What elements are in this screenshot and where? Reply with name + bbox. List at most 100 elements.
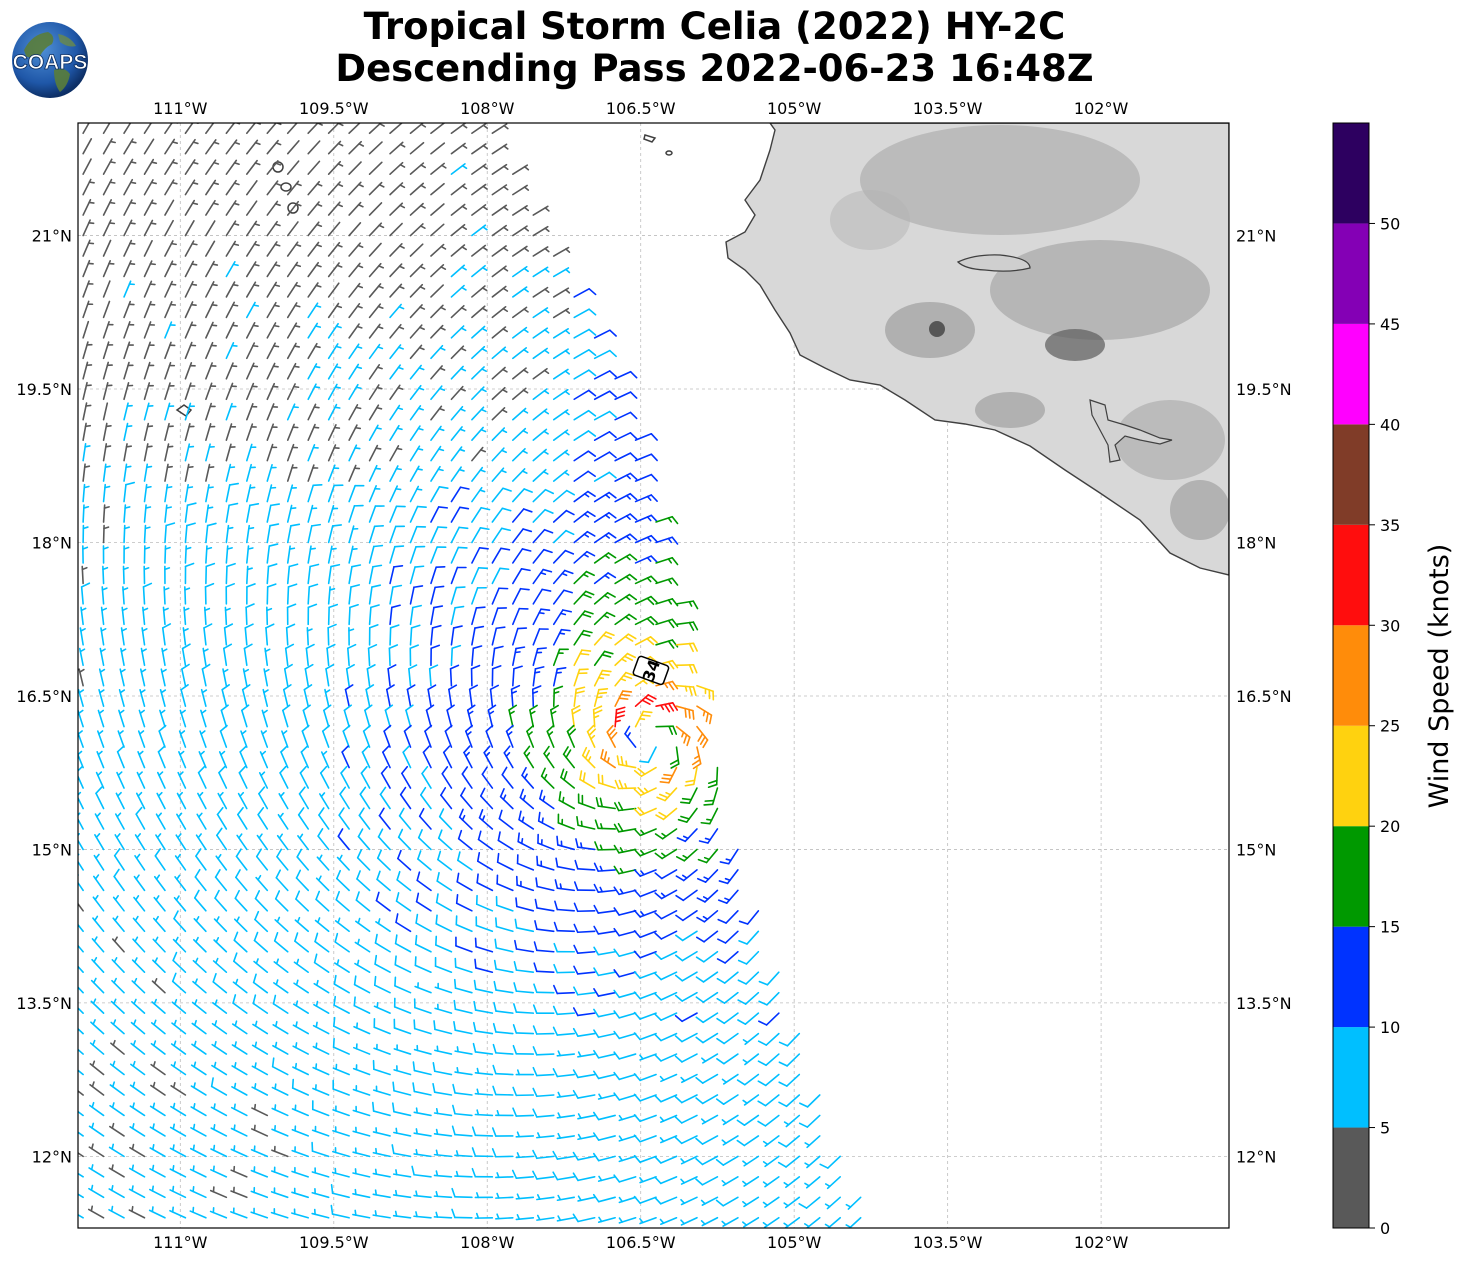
wind-barb <box>762 1216 780 1228</box>
wind-barb <box>245 603 255 626</box>
wind-barb <box>573 328 597 339</box>
wind-barb <box>491 1127 514 1137</box>
wind-barb <box>225 502 239 523</box>
wind-barb <box>389 384 404 401</box>
wind-barb <box>391 1102 412 1117</box>
wind-barb <box>701 1053 719 1064</box>
wind-barb <box>798 1196 821 1209</box>
wind-barb <box>197 765 207 789</box>
wind-barb <box>81 565 88 585</box>
wind-barb <box>143 179 157 196</box>
wind-barb <box>471 586 487 605</box>
wind-barb <box>92 915 105 933</box>
wind-barb <box>430 182 445 196</box>
wind-barb <box>90 998 105 1014</box>
wind-barb <box>546 724 555 748</box>
wind-barb <box>721 1135 739 1146</box>
wind-barb <box>742 1216 760 1228</box>
wind-barb <box>691 746 702 770</box>
wind-barb <box>654 930 678 940</box>
wind-barb <box>225 123 241 135</box>
wind-barb <box>433 1170 453 1178</box>
wind-barb <box>413 1128 432 1137</box>
wind-barb <box>102 545 109 564</box>
wind-barb <box>742 1094 760 1106</box>
wind-barb <box>143 524 151 544</box>
wind-barb <box>133 874 146 892</box>
wind-barb <box>169 1164 187 1178</box>
wind-barb <box>225 382 237 401</box>
wind-barb <box>783 1176 801 1189</box>
wind-barb <box>737 1012 760 1025</box>
wind-barb <box>480 787 494 810</box>
wind-barb <box>634 473 658 482</box>
wind-barb <box>200 709 207 728</box>
wind-barb <box>271 1145 289 1158</box>
wind-barb <box>278 792 289 810</box>
colorbar-tick-label: 15 <box>1380 918 1400 937</box>
wind-barb <box>556 835 576 851</box>
wind-barb <box>82 422 92 441</box>
wind-barb <box>244 623 254 646</box>
wind-barb <box>368 464 382 482</box>
wind-barb <box>225 583 235 605</box>
wind-barb <box>392 1189 412 1199</box>
wind-barb <box>783 1114 801 1128</box>
colorbar-bin <box>1333 625 1369 726</box>
wind-barb <box>184 220 195 237</box>
wind-barb <box>697 848 719 864</box>
wind-barb <box>82 402 92 421</box>
wind-barb <box>334 932 350 953</box>
wind-barb <box>674 1032 698 1043</box>
wind-barb <box>633 1113 657 1123</box>
wind-barb <box>532 266 550 278</box>
wind-barb <box>143 504 152 523</box>
wind-barb <box>695 950 719 963</box>
wind-barb <box>205 240 216 257</box>
wind-barb <box>102 280 111 298</box>
wind-barb <box>325 663 335 687</box>
wind-barb <box>413 1148 432 1158</box>
wind-barb <box>503 745 514 769</box>
wind-barb <box>327 524 342 544</box>
wind-barb <box>112 894 125 912</box>
wind-barb <box>716 971 739 984</box>
wind-barb <box>716 1012 739 1025</box>
wind-barb <box>221 684 230 707</box>
wind-barb <box>225 524 234 544</box>
wind-barb <box>389 505 406 523</box>
wind-barb <box>315 890 330 912</box>
wind-barb <box>150 1040 166 1055</box>
wind-barb <box>169 1185 187 1199</box>
wind-barb <box>450 644 462 667</box>
wind-barb <box>737 971 760 985</box>
wind-barb <box>164 301 177 319</box>
wind-barb <box>532 1108 555 1118</box>
wind-barb <box>311 1167 330 1178</box>
wind-barb <box>451 1125 473 1137</box>
wind-barb <box>102 199 116 216</box>
wind-barb <box>453 978 473 994</box>
wind-barb <box>164 179 178 196</box>
wind-barb <box>614 573 638 585</box>
wind-barb <box>205 362 217 380</box>
wind-barb <box>655 725 678 736</box>
wind-barb <box>327 424 341 441</box>
wind-barb <box>239 745 248 769</box>
wind-barb <box>143 138 155 155</box>
wind-barb <box>401 765 412 789</box>
wind-barb <box>573 389 597 401</box>
wind-barb <box>113 868 125 892</box>
wind-barb <box>164 545 171 564</box>
wind-barb <box>613 822 637 833</box>
wind-barb <box>368 343 384 360</box>
wind-barb <box>618 1196 637 1204</box>
wind-barb <box>393 1065 412 1076</box>
wind-barb <box>250 1186 269 1199</box>
wind-barb <box>291 1187 310 1199</box>
wind-barb <box>721 1216 739 1227</box>
wind-barb <box>373 1017 391 1035</box>
wind-barb <box>266 342 280 360</box>
wind-barb <box>552 348 571 360</box>
wind-barb <box>331 1146 350 1158</box>
